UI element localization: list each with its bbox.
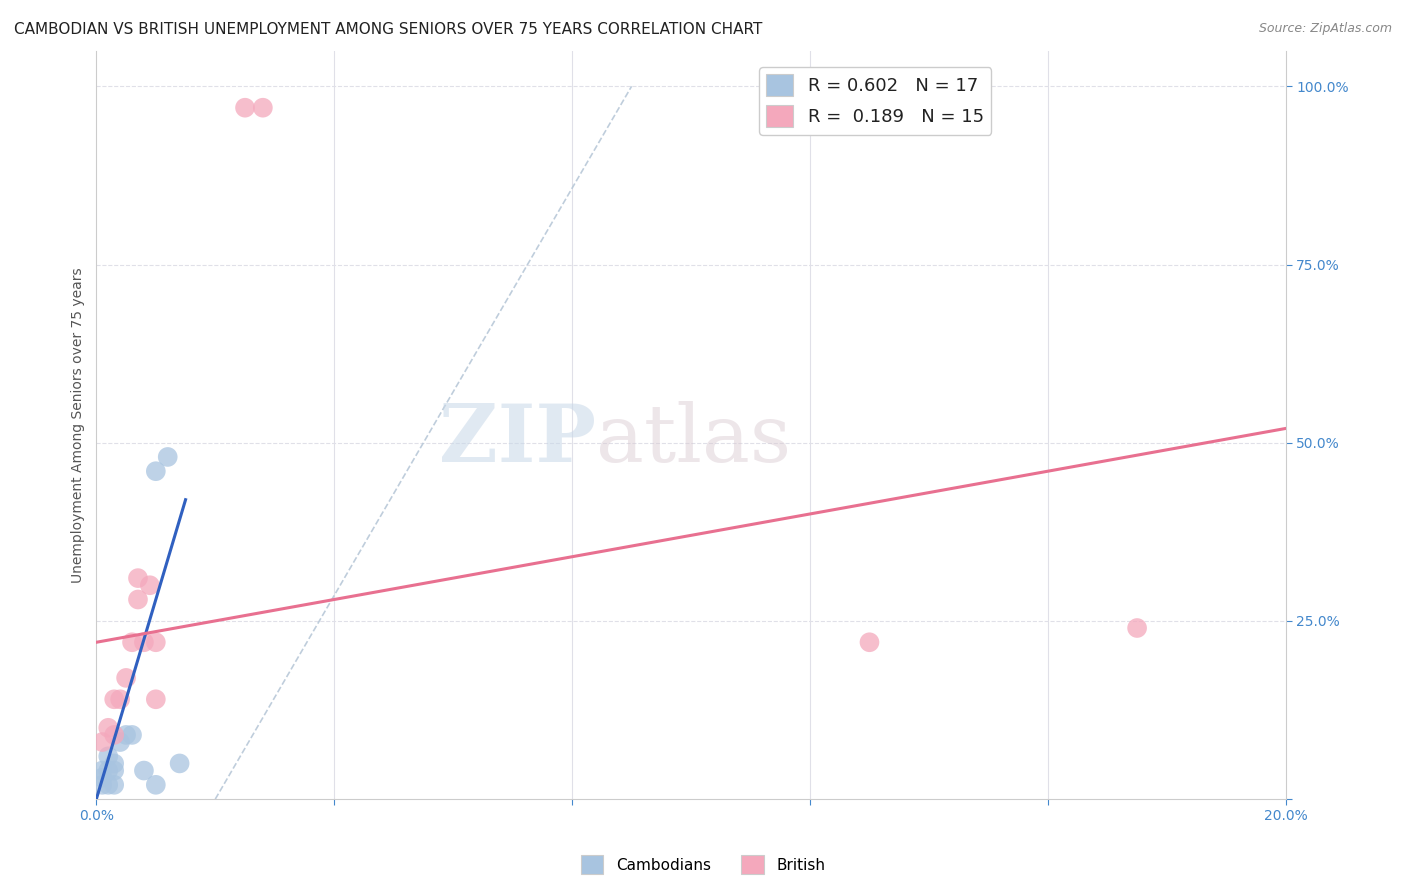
Point <box>97 778 120 792</box>
Point <box>252 101 274 115</box>
Text: ZIP: ZIP <box>439 401 596 479</box>
Point <box>91 764 114 778</box>
Point <box>91 778 114 792</box>
Point <box>156 450 179 464</box>
Text: atlas: atlas <box>596 401 792 479</box>
Point <box>97 749 120 764</box>
Point <box>108 735 131 749</box>
Point <box>97 721 120 735</box>
Point <box>103 756 125 771</box>
Point <box>145 692 167 706</box>
Text: CAMBODIAN VS BRITISH UNEMPLOYMENT AMONG SENIORS OVER 75 YEARS CORRELATION CHART: CAMBODIAN VS BRITISH UNEMPLOYMENT AMONG … <box>14 22 762 37</box>
Point <box>115 671 138 685</box>
Point <box>132 635 155 649</box>
Point <box>91 771 114 785</box>
Legend: Cambodians, British: Cambodians, British <box>575 849 831 880</box>
Point <box>145 778 167 792</box>
Point <box>139 578 162 592</box>
Point <box>145 635 167 649</box>
Point <box>115 728 138 742</box>
Point <box>103 728 125 742</box>
Point <box>108 692 131 706</box>
Point <box>132 764 155 778</box>
Point <box>121 728 143 742</box>
Y-axis label: Unemployment Among Seniors over 75 years: Unemployment Among Seniors over 75 years <box>72 267 86 582</box>
Point <box>103 778 125 792</box>
Point <box>1126 621 1149 635</box>
Point <box>169 756 191 771</box>
Text: Source: ZipAtlas.com: Source: ZipAtlas.com <box>1258 22 1392 36</box>
Point <box>121 635 143 649</box>
Point <box>127 592 149 607</box>
Point <box>858 635 880 649</box>
Point <box>233 101 256 115</box>
Point <box>145 464 167 478</box>
Point <box>91 735 114 749</box>
Point <box>103 764 125 778</box>
Point <box>103 692 125 706</box>
Legend: R = 0.602   N = 17, R =  0.189   N = 15: R = 0.602 N = 17, R = 0.189 N = 15 <box>759 67 991 135</box>
Point <box>127 571 149 585</box>
Point <box>97 764 120 778</box>
